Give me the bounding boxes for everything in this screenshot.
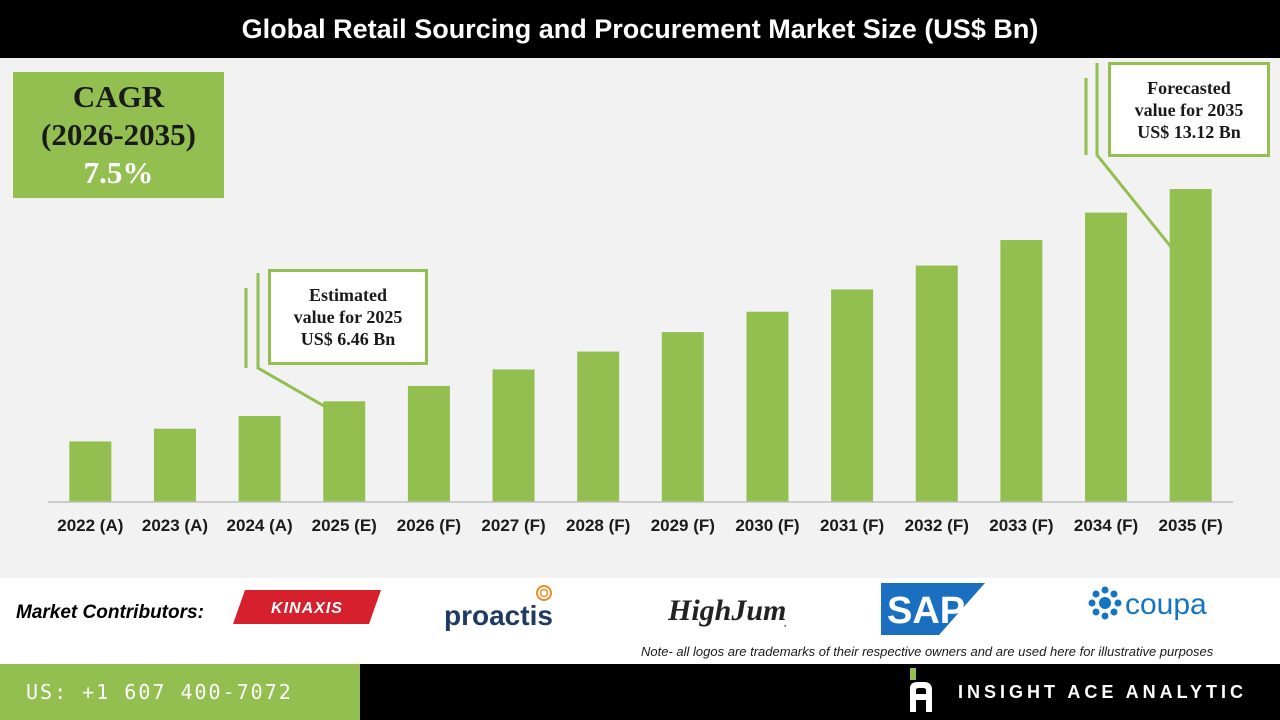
kinaxis-logo: KINAXIS	[233, 590, 381, 624]
x-tick-labels: 2022 (A) 2023 (A) 2024 (A) 2025 (E) 2026 (F)…	[57, 516, 1223, 535]
bar-9	[831, 289, 874, 502]
x-tick-label-5: 2027 (F)	[481, 516, 545, 535]
estimated-callout-line1: Estimated	[309, 285, 387, 305]
bar-10	[915, 265, 958, 502]
coupa-logo: coupa	[1088, 586, 1207, 621]
proactis-logo-text: proactis	[444, 600, 553, 631]
cagr-period: (2026-2035)	[41, 117, 196, 152]
footer-phone: US: +1 607 400-7072	[0, 664, 360, 720]
x-tick-label-13: 2035 (F)	[1159, 516, 1223, 535]
x-tick-label-2: 2024 (A)	[227, 516, 293, 535]
market-contributors-label: Market Contributors:	[16, 602, 204, 623]
forecasted-callout: Forecasted value for 2035 US$ 13.12 Bn	[1108, 62, 1270, 157]
sap-logo-text: SAP	[887, 590, 965, 632]
bar-11	[1000, 240, 1043, 502]
estimated-callout: Estimated value for 2025 US$ 6.46 Bn	[268, 269, 428, 365]
estimated-callout-line2: value for 2025	[293, 307, 403, 327]
forecasted-leader-line	[1095, 63, 1174, 250]
x-tick-label-7: 2029 (F)	[651, 516, 715, 535]
cagr-box: CAGR (2026-2035) 7.5%	[13, 72, 224, 198]
x-tick-label-4: 2026 (F)	[397, 516, 461, 535]
bar-3	[323, 401, 366, 502]
highjump-logo: HighJump	[668, 594, 786, 627]
footer-brand-name: INSIGHT ACE ANALYTIC	[958, 682, 1248, 702]
chart-title: Global Retail Sourcing and Procurement M…	[0, 0, 1280, 58]
forecasted-callout-line2: value for 2035	[1134, 99, 1244, 120]
bar-2	[238, 415, 281, 502]
bar-series	[69, 189, 1212, 502]
market-contributors-bar: Market Contributors: KINAXIS proactis Hi…	[0, 578, 1280, 664]
x-tick-label-12: 2034 (F)	[1074, 516, 1138, 535]
sap-logo: SAP	[881, 583, 985, 635]
callout-leaders	[244, 63, 1174, 409]
coupa-logo-text: coupa	[1125, 588, 1207, 621]
bar-chart: 2022 (A) 2023 (A) 2024 (A) 2025 (E) 2026 (F)…	[48, 63, 1233, 535]
bar-0	[69, 441, 112, 502]
forecasted-callout-value: US$ 13.12 Bn	[1137, 121, 1241, 142]
estimated-callout-value: US$ 6.46 Bn	[300, 329, 396, 349]
x-tick-label-10: 2032 (F)	[905, 516, 969, 535]
x-tick-label-3: 2025 (E)	[312, 516, 377, 535]
bar-5	[492, 369, 535, 502]
insight-ace-logo-icon	[910, 668, 932, 712]
bar-8	[746, 311, 789, 502]
x-tick-label-1: 2023 (A)	[142, 516, 208, 535]
forecasted-callout-line1: Forecasted	[1147, 77, 1231, 98]
bar-7	[661, 332, 704, 502]
bar-12	[1085, 212, 1128, 502]
cagr-value: 7.5%	[83, 155, 154, 190]
x-tick-label-9: 2031 (F)	[820, 516, 884, 535]
bar-4	[407, 385, 450, 502]
coupa-burst-icon	[1088, 586, 1122, 620]
bar-6	[577, 351, 620, 502]
kinaxis-logo-text: KINAXIS	[271, 600, 343, 617]
bar-1	[153, 428, 196, 502]
x-tick-label-0: 2022 (A)	[57, 516, 123, 535]
x-tick-label-8: 2030 (F)	[735, 516, 799, 535]
bar-13	[1169, 189, 1212, 502]
highjump-logo-text: HighJump	[668, 594, 786, 627]
footer-brand-bar: INSIGHT ACE ANALYTIC	[360, 664, 1280, 720]
proactis-logo: proactis	[444, 585, 553, 631]
x-tick-label-11: 2033 (F)	[989, 516, 1053, 535]
estimated-leader-line	[256, 273, 327, 409]
chart-area: 2022 (A) 2023 (A) 2024 (A) 2025 (E) 2026 (F)…	[0, 58, 1280, 578]
trademark-note: Note- all logos are trademarks of their …	[641, 644, 1214, 659]
cagr-label: CAGR	[72, 79, 165, 114]
x-tick-label-6: 2028 (F)	[566, 516, 630, 535]
